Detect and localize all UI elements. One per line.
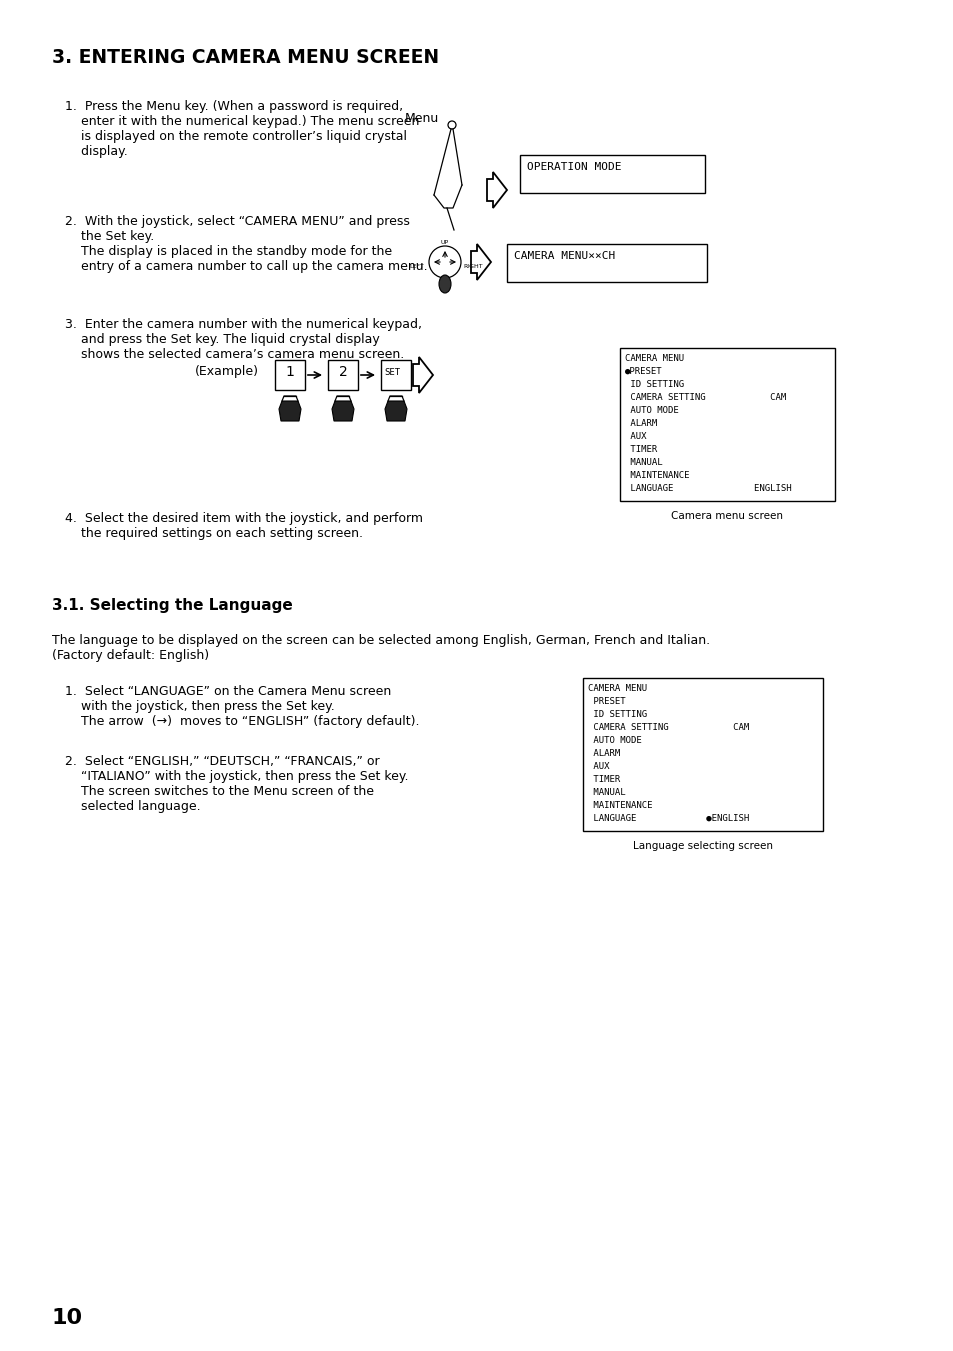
Text: is displayed on the remote controller’s liquid crystal: is displayed on the remote controller’s …	[65, 130, 407, 143]
Text: UP: UP	[440, 240, 449, 245]
Text: “ITALIANO” with the joystick, then press the Set key.: “ITALIANO” with the joystick, then press…	[65, 770, 408, 784]
Text: MANUAL: MANUAL	[624, 458, 662, 467]
Text: (Factory default: English): (Factory default: English)	[52, 648, 209, 662]
Text: the required settings on each setting screen.: the required settings on each setting sc…	[65, 527, 363, 540]
Text: ID SETTING: ID SETTING	[587, 711, 646, 719]
Text: PRESET: PRESET	[587, 697, 625, 707]
Text: and press the Set key. The liquid crystal display: and press the Set key. The liquid crysta…	[65, 332, 379, 346]
Text: 1: 1	[285, 365, 294, 380]
Text: ALARM: ALARM	[624, 419, 657, 428]
Text: The screen switches to the Menu screen of the: The screen switches to the Menu screen o…	[65, 785, 374, 798]
Text: entry of a camera number to call up the camera menu.: entry of a camera number to call up the …	[65, 259, 427, 273]
Text: CAMERA MENU: CAMERA MENU	[587, 684, 646, 693]
Text: 4.  Select the desired item with the joystick, and perform: 4. Select the desired item with the joys…	[65, 512, 422, 526]
Text: AUTO MODE: AUTO MODE	[624, 407, 678, 415]
Polygon shape	[486, 172, 506, 208]
Bar	[519, 155, 704, 193]
Text: 3.  Enter the camera number with the numerical keypad,: 3. Enter the camera number with the nume…	[65, 317, 421, 331]
Bar	[582, 678, 822, 831]
Bar	[274, 359, 305, 390]
Text: with the joystick, then press the Set key.: with the joystick, then press the Set ke…	[65, 700, 335, 713]
Polygon shape	[385, 401, 407, 422]
Text: MAINTENANCE: MAINTENANCE	[624, 471, 689, 480]
Text: ID SETTING: ID SETTING	[624, 380, 683, 389]
Bar	[380, 359, 411, 390]
Text: shows the selected camera’s camera menu screen.: shows the selected camera’s camera menu …	[65, 349, 404, 361]
Polygon shape	[278, 401, 301, 422]
Text: (Example): (Example)	[194, 365, 258, 378]
Polygon shape	[413, 357, 433, 393]
Text: SET: SET	[384, 367, 399, 377]
Text: the Set key.: the Set key.	[65, 230, 154, 243]
Text: AUX: AUX	[624, 432, 646, 440]
Text: 1.  Select “LANGUAGE” on the Camera Menu screen: 1. Select “LANGUAGE” on the Camera Menu …	[65, 685, 391, 698]
Text: ALARM: ALARM	[587, 748, 619, 758]
Text: 3. ENTERING CAMERA MENU SCREEN: 3. ENTERING CAMERA MENU SCREEN	[52, 49, 438, 68]
Text: AUX: AUX	[587, 762, 609, 771]
Text: MANUAL: MANUAL	[587, 788, 625, 797]
Text: LANGUAGE               ENGLISH: LANGUAGE ENGLISH	[624, 484, 791, 493]
Text: CAMERA MENU××CH: CAMERA MENU××CH	[514, 251, 615, 261]
Text: The display is placed in the standby mode for the: The display is placed in the standby mod…	[65, 245, 392, 258]
Text: The arrow  (→)  moves to “ENGLISH” (factory default).: The arrow (→) moves to “ENGLISH” (factor…	[65, 715, 419, 728]
Text: MAINTENANCE: MAINTENANCE	[587, 801, 652, 811]
Text: 10: 10	[52, 1308, 83, 1328]
Text: AUTO MODE: AUTO MODE	[587, 736, 641, 744]
Text: TIMER: TIMER	[587, 775, 619, 784]
Text: 3.1. Selecting the Language: 3.1. Selecting the Language	[52, 598, 293, 613]
Polygon shape	[332, 401, 354, 422]
Bar	[506, 245, 706, 282]
Text: 2.  Select “ENGLISH,” “DEUTSCH,” “FRANCAIS,” or: 2. Select “ENGLISH,” “DEUTSCH,” “FRANCAI…	[65, 755, 379, 767]
Ellipse shape	[438, 276, 451, 293]
Text: CAMERA SETTING            CAM: CAMERA SETTING CAM	[624, 393, 785, 403]
Text: LEFT: LEFT	[409, 263, 424, 269]
Text: Camera menu screen: Camera menu screen	[670, 511, 782, 521]
Text: 2.  With the joystick, select “CAMERA MENU” and press: 2. With the joystick, select “CAMERA MEN…	[65, 215, 410, 228]
Text: 1.  Press the Menu key. (When a password is required,: 1. Press the Menu key. (When a password …	[65, 100, 403, 113]
Text: ●PRESET: ●PRESET	[624, 367, 662, 376]
Text: TIMER: TIMER	[624, 444, 657, 454]
Text: Language selecting screen: Language selecting screen	[633, 842, 772, 851]
Text: RIGHT: RIGHT	[463, 263, 482, 269]
Bar	[328, 359, 357, 390]
Text: 2: 2	[338, 365, 347, 380]
Text: selected language.: selected language.	[65, 800, 200, 813]
Polygon shape	[471, 245, 491, 280]
Text: Menu: Menu	[405, 112, 438, 126]
Bar	[619, 349, 834, 501]
Text: OPERATION MODE: OPERATION MODE	[526, 162, 620, 172]
Text: LANGUAGE             ●ENGLISH: LANGUAGE ●ENGLISH	[587, 815, 748, 823]
Text: CAMERA SETTING            CAM: CAMERA SETTING CAM	[587, 723, 748, 732]
Text: display.: display.	[65, 145, 128, 158]
Text: The language to be displayed on the screen can be selected among English, German: The language to be displayed on the scre…	[52, 634, 709, 647]
Text: CAMERA MENU: CAMERA MENU	[624, 354, 683, 363]
Text: enter it with the numerical keypad.) The menu screen: enter it with the numerical keypad.) The…	[65, 115, 419, 128]
